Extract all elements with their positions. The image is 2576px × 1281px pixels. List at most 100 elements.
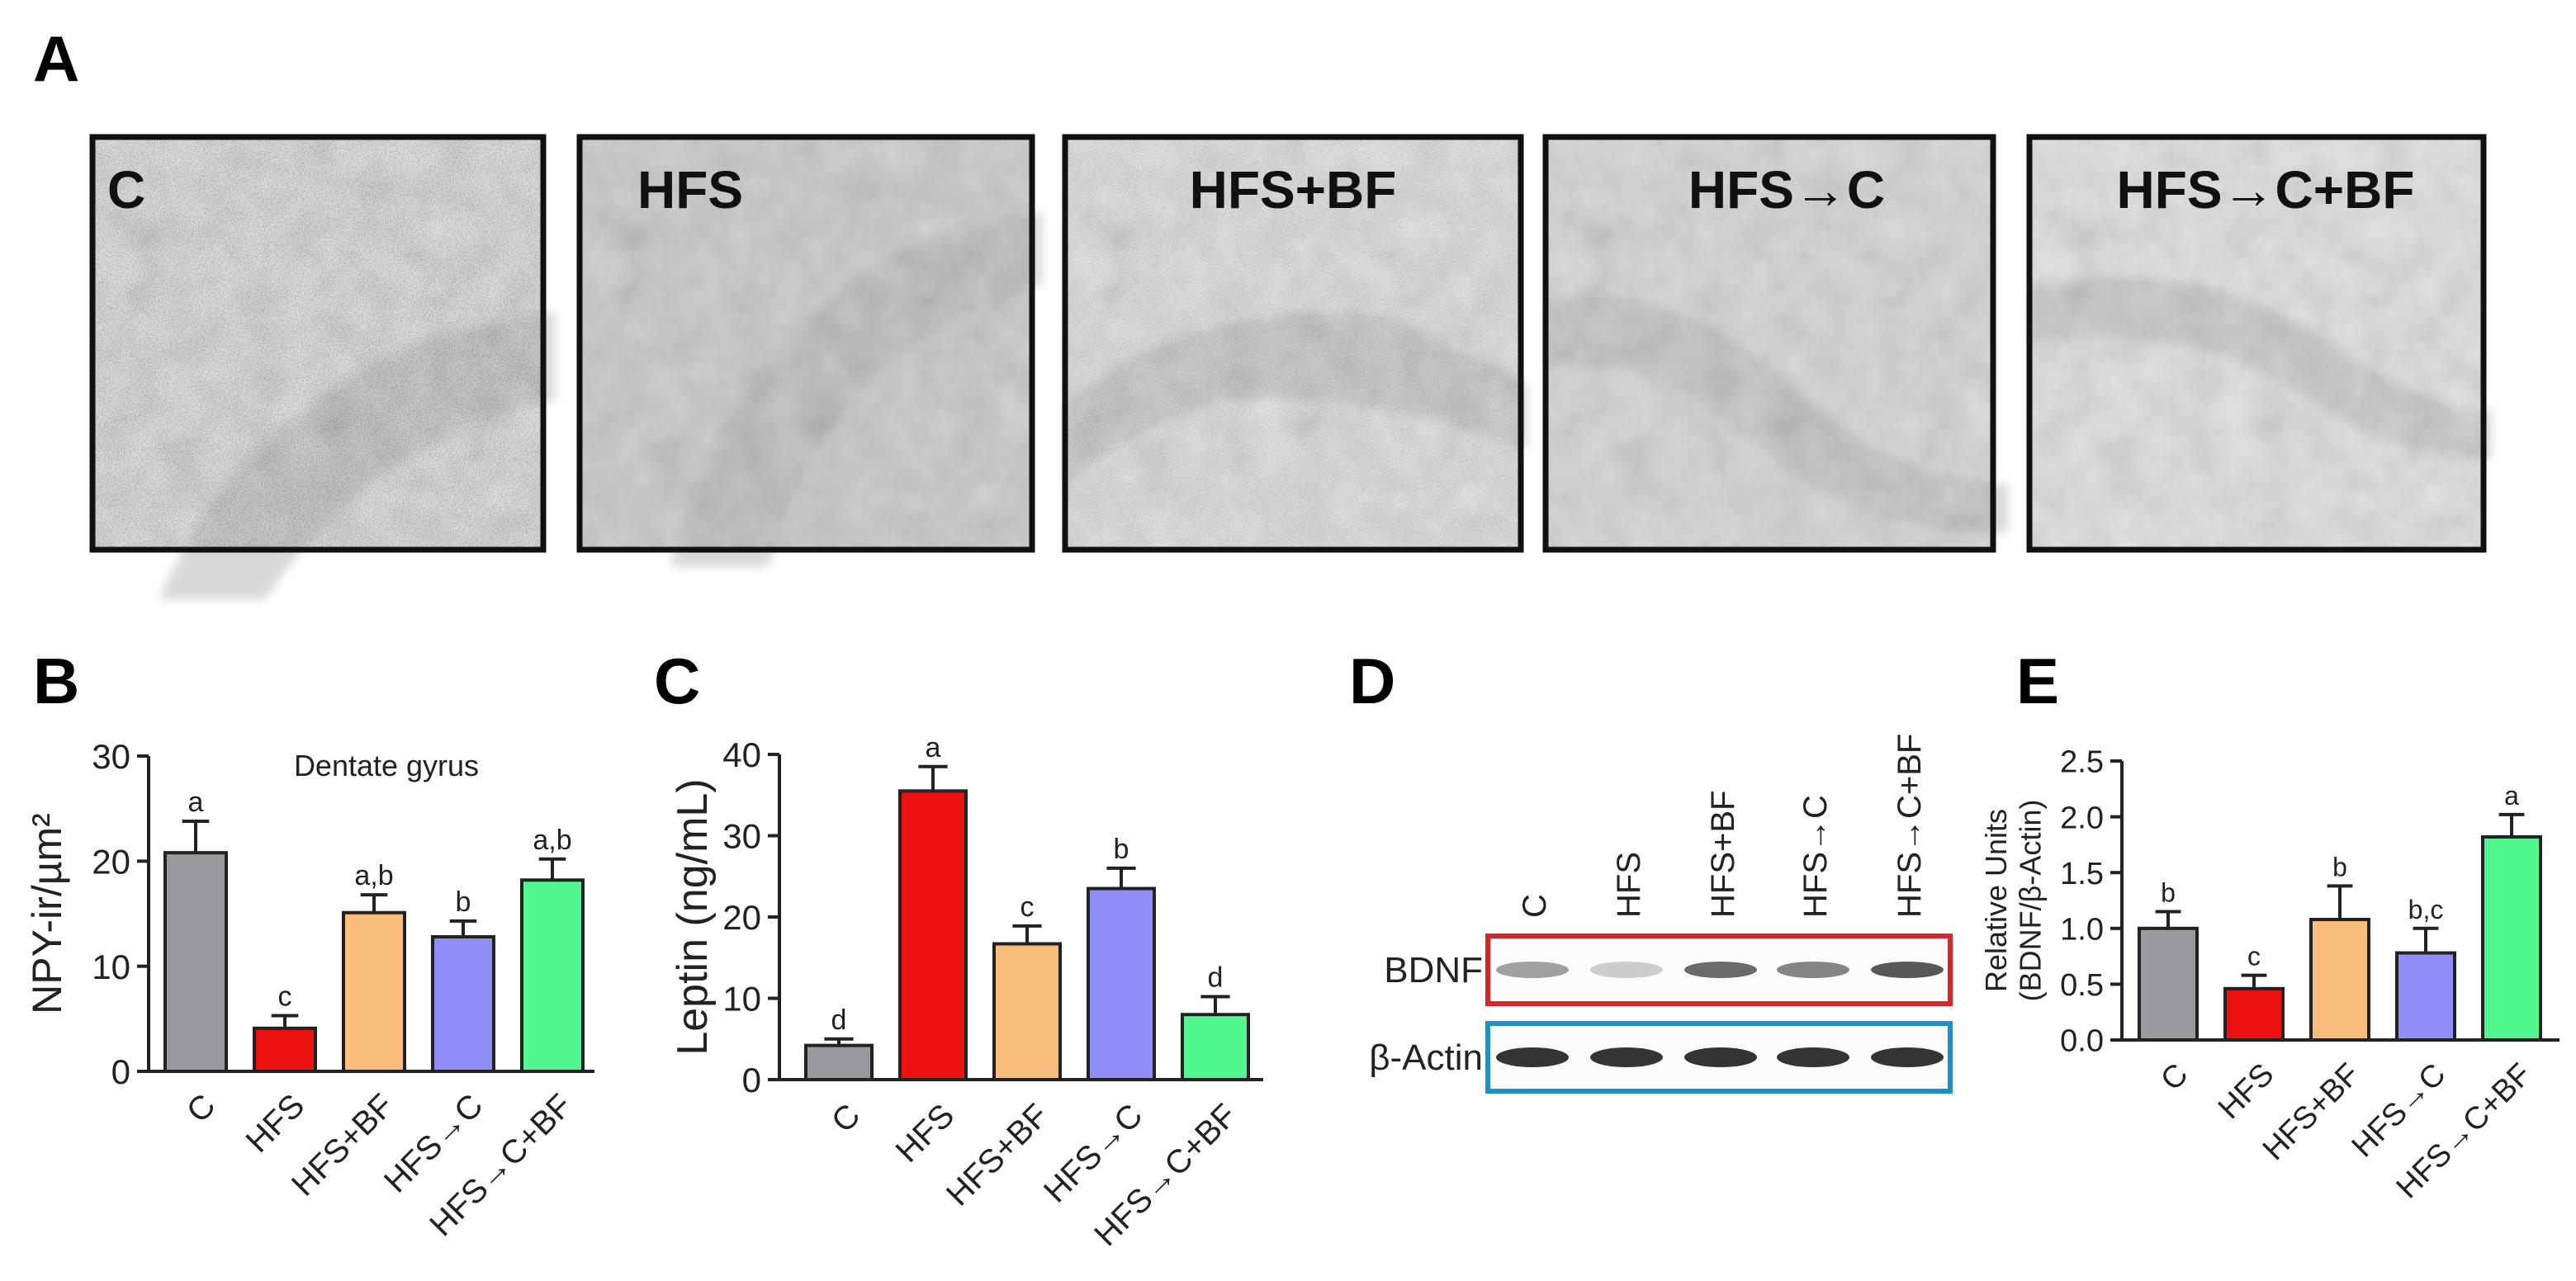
- y-tick-label: 40: [722, 735, 761, 774]
- significance-letter: c: [2247, 942, 2261, 971]
- tissue-texture: [2029, 137, 2484, 550]
- blot-band: [1684, 1047, 1757, 1067]
- micrograph-c: C: [89, 134, 555, 599]
- x-tick-label: HFS+BF: [2256, 1057, 2366, 1167]
- y-tick-label: 0.0: [2060, 1024, 2104, 1059]
- micrograph-hfs-plus-bf: HFS+BF: [1062, 134, 1527, 553]
- significance-letter: d: [831, 1004, 847, 1036]
- micrograph-frame: [89, 134, 547, 553]
- significance-letter: a: [926, 732, 941, 763]
- blot-row-label: β-Actin: [1369, 1038, 1483, 1078]
- y-tick-label: 0: [111, 1052, 130, 1091]
- y-axis-label: NPY-ir/µm²: [24, 813, 70, 1014]
- panel-letter-d: D: [1349, 645, 1395, 717]
- y-tick-label: 10: [722, 980, 761, 1019]
- x-tick-label: HFS+BF: [940, 1097, 1055, 1212]
- bar-c: [2138, 926, 2199, 1042]
- lane-label-hfs: HFS: [1611, 852, 1647, 918]
- significance-letter: c: [278, 981, 292, 1013]
- blot-band: [1590, 962, 1663, 978]
- bar-hfs-plus-bf: [992, 942, 1062, 1081]
- x-tick-label: HFS: [889, 1097, 962, 1170]
- significance-letter: b: [2332, 852, 2347, 882]
- panel-letter-c: C: [654, 645, 700, 717]
- panel-letter-b: B: [33, 645, 79, 717]
- x-tick-label: C: [2154, 1057, 2195, 1098]
- micrograph-row: C HFS HFS+BF HFS→C HFS→C+BF: [89, 134, 2492, 599]
- bar-hfs: [2223, 986, 2285, 1042]
- bar-hfs-plus-bf: [342, 910, 406, 1074]
- fiber-specks: [1065, 137, 1521, 550]
- micrograph-frame: [1062, 134, 1524, 553]
- x-tick-label: HFS: [239, 1087, 312, 1160]
- micrograph-label: HFS→C: [1688, 160, 1885, 220]
- western-blot: C HFS HFS+BF HFS→C HFS→C+BF BDNF β-Actin: [1369, 734, 1953, 1094]
- micrograph-frame: [576, 134, 1035, 553]
- panel-letter-a: A: [33, 22, 79, 95]
- bar-hfs-to-c: [431, 935, 495, 1073]
- micrograph-frame: [2026, 134, 2487, 553]
- blot-band: [1777, 1047, 1849, 1067]
- blot-band: [1590, 1047, 1663, 1067]
- blot-band: [1496, 962, 1569, 978]
- significance-letter: a: [2504, 781, 2519, 811]
- micrograph-hfs-to-c-plus-bf: HFS→C+BF: [2026, 134, 2492, 553]
- blot-band: [1777, 962, 1849, 978]
- bar-hfs-to-c-plus-bf: [2481, 834, 2542, 1042]
- y-tick-label: 10: [92, 948, 130, 986]
- panel-letter-e: E: [2016, 645, 2059, 717]
- lane-label-hfs-to-c-plus-bf: HFS→C+BF: [1892, 734, 1928, 918]
- y-axis-label: (BDNF/β-Actin): [2013, 800, 2047, 1002]
- y-tick-label: 0.5: [2060, 968, 2104, 1003]
- micrograph-label: HFS: [637, 160, 743, 220]
- significance-letter: b: [1114, 834, 1129, 865]
- significance-letter: c: [1020, 891, 1035, 923]
- y-tick-label: 1.5: [2060, 857, 2104, 891]
- bar-hfs-plus-bf: [2309, 917, 2370, 1042]
- significance-letter: a,b: [533, 825, 571, 856]
- significance-letter: a: [188, 787, 204, 818]
- bar-hfs-to-c-plus-bf: [1181, 1013, 1250, 1081]
- significance-letter: b: [2161, 878, 2176, 908]
- x-tick-label: C: [180, 1087, 223, 1130]
- significance-letter: b: [456, 886, 471, 918]
- y-tick-label: 2.5: [2060, 745, 2104, 780]
- bar-c: [163, 851, 228, 1073]
- blot-band: [1871, 962, 1944, 978]
- micrograph-label: HFS+BF: [1190, 160, 1397, 220]
- lane-label-hfs-plus-bf: HFS+BF: [1705, 791, 1741, 918]
- micrograph-label: HFS→C+BF: [2117, 160, 2415, 220]
- significance-letter: d: [1208, 962, 1224, 994]
- blot-row-label: BDNF: [1384, 950, 1483, 990]
- bdnf-bar-chart: 0.0 0.5 1.0 1.5 2.0 2.5 Relative Units (BDNF/β-…: [1979, 745, 2559, 1205]
- x-tick-label: HFS: [2212, 1057, 2280, 1126]
- tissue-texture: [1546, 137, 1993, 550]
- micrograph-label: C: [107, 160, 145, 220]
- bar-c: [804, 1043, 874, 1082]
- bar-hfs: [253, 1026, 317, 1073]
- bar-hfs: [898, 789, 968, 1081]
- micrograph-frame: [1542, 134, 1996, 553]
- y-tick-label: 20: [92, 842, 130, 881]
- significance-letter: a,b: [354, 860, 393, 891]
- lane-label-c: C: [1517, 894, 1553, 918]
- y-tick-label: 30: [92, 737, 130, 776]
- chart-title: Dentate gyrus: [294, 749, 479, 782]
- blot-band: [1871, 1047, 1944, 1067]
- y-tick-label: 0: [742, 1061, 761, 1099]
- y-tick-label: 2.0: [2060, 801, 2104, 835]
- micrograph-hfs: HFS: [576, 134, 1042, 566]
- bar-hfs-to-c: [1087, 886, 1156, 1082]
- lane-label-hfs-to-c: HFS→C: [1797, 795, 1834, 918]
- blot-band: [1684, 962, 1757, 978]
- blot-band: [1496, 1047, 1569, 1067]
- bar-hfs-to-c-plus-bf: [520, 878, 585, 1073]
- y-axis-label: Leptin (ng/mL): [669, 778, 717, 1055]
- y-tick-label: 30: [722, 817, 761, 856]
- y-axis-label: Relative Units: [1979, 809, 2013, 992]
- tissue-texture: [580, 137, 1032, 550]
- fiber-specks: [92, 137, 543, 550]
